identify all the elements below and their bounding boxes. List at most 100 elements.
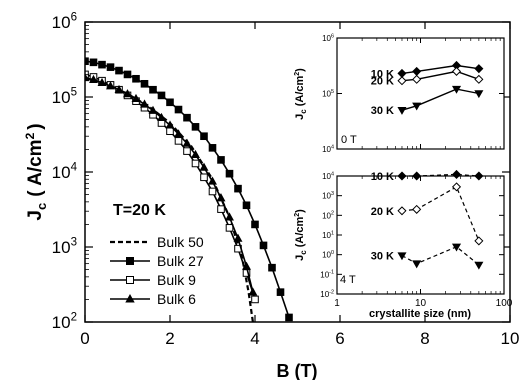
main-data-point (174, 105, 183, 114)
main-data-point (216, 193, 226, 202)
in1-y-tick-label: 105 (322, 89, 334, 99)
main-data-point (115, 66, 123, 75)
main-data-point (217, 156, 225, 164)
in2-series-label: 10 K (371, 171, 394, 183)
legend-marker (126, 257, 134, 265)
in2-y-tick-label: 103 (322, 191, 334, 201)
legend-marker (125, 293, 135, 303)
main-annotation: T=20 K (113, 202, 166, 219)
in2-series-label: 30 K (371, 251, 394, 263)
main-data-point (114, 84, 124, 94)
in2-data-point (474, 236, 484, 246)
main-data-point (208, 144, 217, 152)
main-data-point (157, 91, 166, 100)
in1-data-point (451, 85, 462, 94)
main-data-point (85, 73, 90, 82)
inset-bottom: 1 10 100 10-2 10-1 100 101 102 103 104 10 K 20 K 30… (294, 169, 513, 320)
in2-data-point (451, 182, 462, 192)
legend-label: Bulk 6 (157, 291, 196, 307)
main-data-point (123, 70, 132, 79)
main-y-tick-label: 105 (52, 86, 77, 107)
main-data-point (89, 74, 98, 84)
main-data-point (268, 263, 276, 272)
main-data-point (242, 261, 251, 270)
main-x-tick-label: 2 (165, 329, 174, 348)
main-data-point (149, 85, 157, 94)
main-data-point (191, 159, 200, 168)
main-data-point (123, 89, 132, 98)
in2-data-point (397, 206, 407, 216)
in1-data-point (474, 90, 484, 99)
in2-series-label: 20 K (371, 206, 394, 218)
in2-y-tick-label: 100 (322, 250, 334, 260)
in2-y-tick-label: 101 (322, 230, 334, 240)
main-data-point (97, 77, 107, 87)
in2-data-point (397, 252, 407, 261)
main-data-point (285, 313, 293, 322)
in1-data-point (474, 74, 484, 84)
main-y-axis-label: Jc( A/cm2) (23, 123, 49, 220)
main-x-tick-label: 6 (335, 329, 344, 348)
main-data-point (183, 147, 191, 155)
in1-data-point (474, 64, 484, 74)
main-data-point (233, 233, 243, 242)
main-y-tick-label: 104 (52, 161, 78, 182)
main-data-point (199, 162, 209, 171)
in2-x-tick-label: 100 (496, 298, 513, 309)
in2-data-point (474, 261, 484, 270)
in1-y-tick-label: 104 (322, 144, 334, 154)
main-x-axis-label: B (T) (277, 361, 318, 380)
main-data-point (251, 220, 259, 229)
main-y-tick-label: 102 (52, 311, 77, 332)
main-data-point (259, 241, 268, 250)
legend-marker (126, 276, 134, 284)
main-data-point (225, 212, 234, 221)
in2-y-tick-label: 102 (322, 211, 334, 221)
main-data-point (225, 169, 234, 178)
main-data-point (106, 81, 115, 90)
in1-series-label: 20 K (371, 76, 394, 88)
main-data-point (191, 123, 200, 131)
legend-label: Bulk 9 (157, 272, 196, 288)
main-data-point (191, 149, 200, 159)
main-data-point (200, 132, 208, 141)
legend-label: Bulk 50 (157, 234, 204, 250)
in1-data-point (397, 76, 407, 86)
main-data-point (182, 138, 192, 147)
main-data-point (98, 60, 106, 69)
in1-series-line (401, 64, 479, 75)
main-data-point (276, 288, 285, 296)
main-data-point (208, 176, 217, 185)
inset-top-annotation: 0 T (341, 134, 357, 146)
main-legend: Bulk 50 Bulk 27 Bulk 9 Bulk 6 (110, 234, 204, 307)
main-data-point (225, 224, 234, 232)
inset-top-y-axis-label: Jc(A/cm2) (294, 68, 308, 120)
main-data-point (200, 173, 208, 182)
main-x-tick-label: 0 (80, 329, 89, 348)
inset-bottom-x-axis-label: crystallite size (nm) (369, 308, 471, 320)
main-data-point (131, 93, 141, 102)
main-data-point (166, 98, 174, 107)
main-data-point (132, 74, 140, 83)
in1-series-line (401, 70, 480, 82)
inset-bottom-annotation: 4 T (340, 274, 356, 286)
in1-series-line (401, 88, 480, 111)
main-data-point (89, 58, 98, 67)
main-data-point (183, 113, 191, 122)
in1-series-label: 10 K (371, 68, 394, 80)
main-data-point (208, 187, 217, 196)
in2-data-point (412, 260, 422, 269)
inset-bottom-y-axis-label: Jc(A/cm2) (294, 209, 308, 261)
main-x-tick-label: 8 (420, 329, 429, 348)
in1-data-point (412, 102, 422, 111)
in2-series-line (401, 246, 480, 266)
in2-data-point (412, 204, 422, 214)
in1-data-point (397, 106, 407, 115)
main-data-point (217, 205, 225, 213)
main-data-point (234, 184, 242, 193)
main-data-point (157, 112, 166, 121)
inset-top: 104 105 106 10 K20 K 30 K 0 T Jc(A/cm2) (294, 33, 505, 154)
main-x-tick-label: 4 (250, 329, 259, 348)
